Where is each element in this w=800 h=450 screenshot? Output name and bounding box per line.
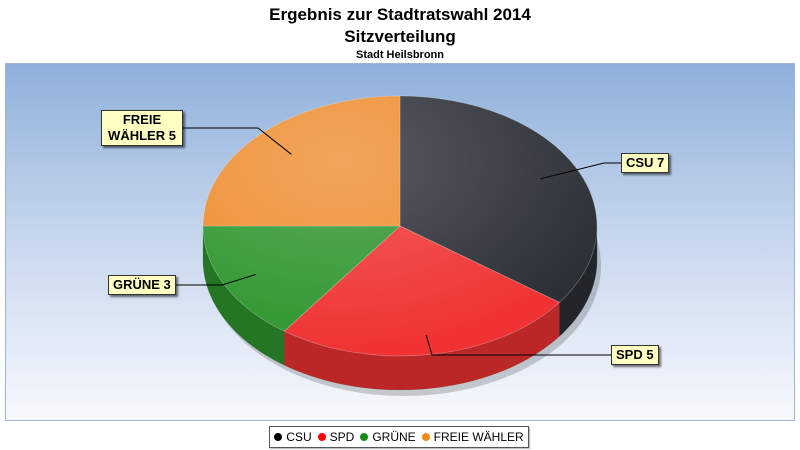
legend-item-gruene: GRÜNE (360, 430, 416, 444)
leader-line-spd (425, 334, 611, 356)
chart-legend: CSU SPD GRÜNE FREIE WÄHLER (269, 426, 529, 448)
data-label-gruene: GRÜNE 3 (108, 275, 176, 295)
legend-label-spd: SPD (329, 430, 355, 444)
legend-marker-gruene (360, 433, 369, 441)
pie-gloss (203, 96, 597, 356)
legend-marker-csu (274, 433, 283, 441)
legend-item-csu: CSU (274, 430, 312, 444)
legend-item-freie-waehler: FREIE WÄHLER (421, 430, 524, 444)
chart-caption: Stadt Heilsbronn (355, 49, 444, 61)
chart-title: Ergebnis zur Stadtratswahl 2014 (269, 5, 531, 24)
legend-marker-freie-waehler (421, 433, 430, 441)
legend-item-spd: SPD (317, 430, 355, 444)
data-label-spd: SPD 5 (611, 345, 659, 365)
data-label-freie-waehler: FREIE WÄHLER 5 (101, 110, 183, 146)
leader-line-csu (540, 162, 621, 180)
data-label-csu: CSU 7 (621, 153, 670, 173)
chart-subtitle: Sitzverteilung (344, 27, 456, 46)
legend-label-freie-waehler: FREIE WÄHLER (433, 430, 524, 444)
leader-line-gruene (175, 273, 257, 286)
legend-marker-spd (317, 433, 326, 441)
leader-line-freie-waehler (183, 127, 292, 155)
legend-label-gruene: GRÜNE (372, 430, 416, 444)
legend-label-csu: CSU (286, 430, 312, 444)
